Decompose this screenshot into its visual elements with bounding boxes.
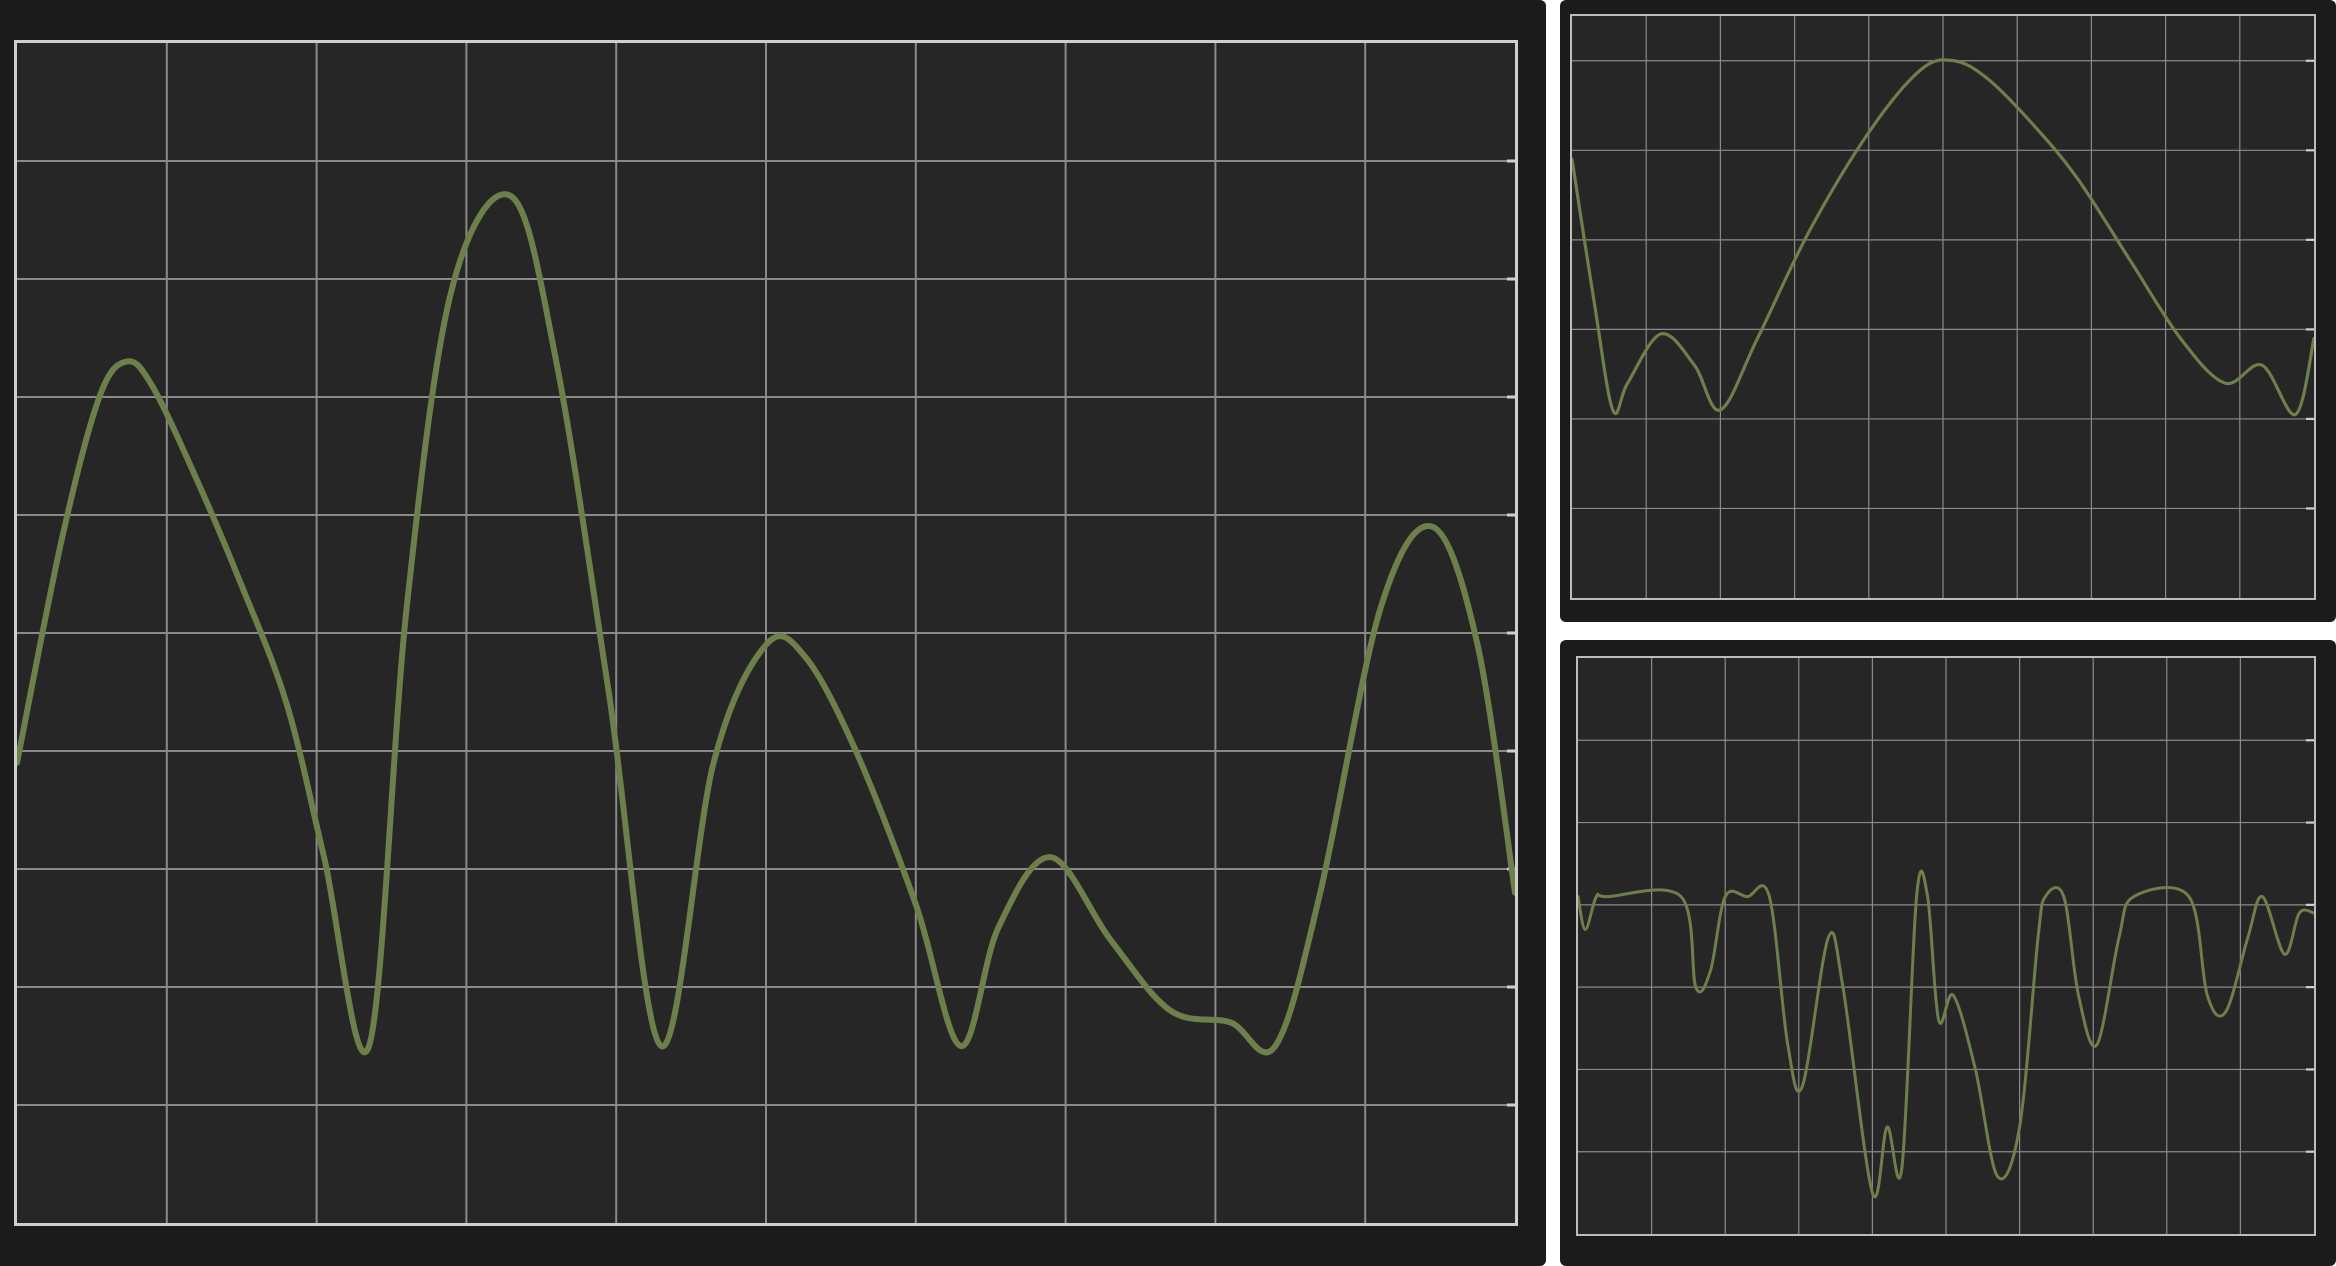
bottom-right-scope-svg [1578, 658, 2314, 1234]
bottom-right-scope-display [1576, 656, 2316, 1236]
signal-trace [17, 191, 1515, 1056]
grid [1572, 16, 2314, 598]
top-right-scope-svg [1572, 16, 2314, 598]
signal-trace [1578, 869, 2314, 1199]
bottom-right-scope-panel [1560, 640, 2336, 1266]
top-right-scope-panel [1560, 0, 2336, 622]
main-scope-display [14, 40, 1518, 1226]
signal-trace [1572, 58, 2314, 417]
grid [1578, 658, 2314, 1234]
top-right-scope-display [1570, 14, 2316, 600]
grid [17, 43, 1515, 1223]
main-scope-panel [0, 0, 1546, 1266]
main-scope-svg [17, 43, 1515, 1223]
